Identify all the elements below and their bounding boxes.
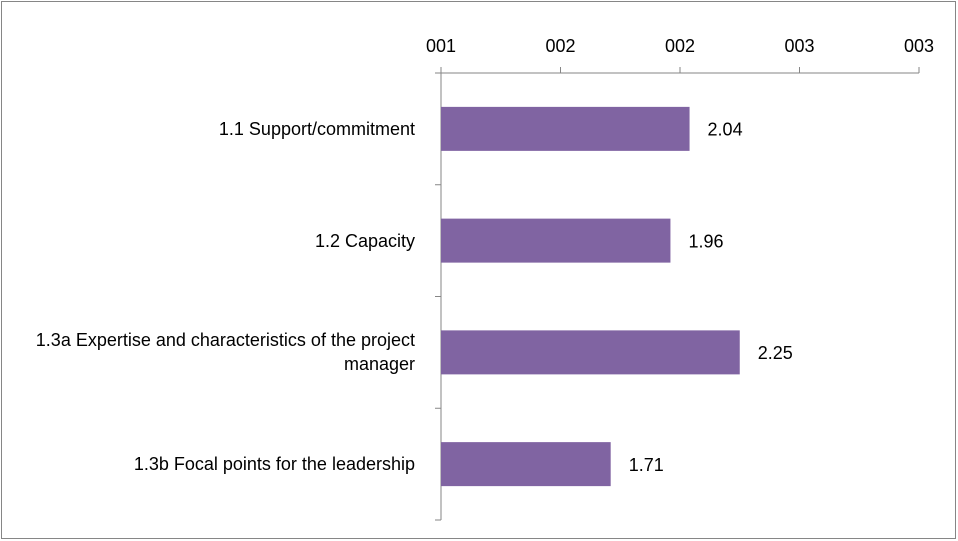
category-label: 1.1 Support/commitment [218, 118, 415, 139]
category-label: 1.3a Expertise and characteristics of th… [35, 330, 415, 375]
bar [441, 218, 671, 263]
bar [441, 106, 690, 151]
x-tick-label: 001 [426, 36, 456, 56]
category-label: 1.3b Focal points for the leadership [133, 454, 415, 475]
x-tick-label: 002 [545, 36, 575, 56]
x-tick-label: 003 [784, 36, 814, 56]
value-label: 2.25 [758, 343, 793, 363]
value-label: 1.96 [688, 231, 723, 251]
value-label: 1.71 [629, 455, 664, 475]
x-tick-label: 003 [904, 36, 934, 56]
bar [441, 330, 740, 375]
value-label: 2.04 [708, 120, 743, 140]
x-tick-label: 002 [665, 36, 695, 56]
category-label: 1.2 Capacity [314, 230, 415, 251]
bar [441, 442, 611, 487]
